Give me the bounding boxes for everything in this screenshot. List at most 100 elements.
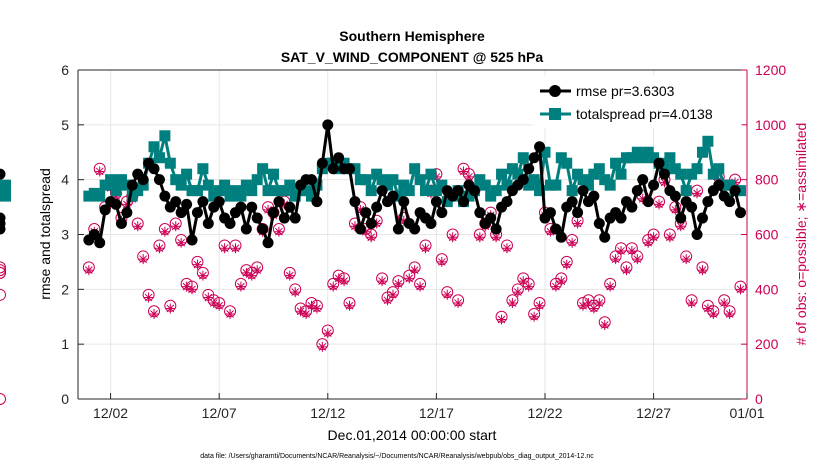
rmse-point <box>251 212 263 224</box>
rmse-point <box>257 223 269 235</box>
rmse-point <box>398 196 410 208</box>
obs-assimilated-point <box>235 281 246 292</box>
rmse-point <box>588 190 600 202</box>
rmse-point <box>284 201 296 213</box>
rmse-point <box>262 237 274 249</box>
obs-assimilated-point <box>252 265 263 276</box>
rmse-point <box>148 163 160 175</box>
totalspread-point <box>696 146 708 158</box>
obs-assimilated-point <box>491 232 502 243</box>
obs-assimilated-point <box>322 328 333 339</box>
rmse-point <box>159 190 171 202</box>
rmse-point <box>392 223 404 235</box>
rmse-point <box>235 201 247 213</box>
obs-assimilated-point <box>295 306 306 317</box>
totalspread-point <box>479 179 491 191</box>
series-rmse <box>0 119 746 249</box>
rmse-point <box>371 201 383 213</box>
totalspread-point <box>267 168 279 180</box>
rmse-point <box>642 196 654 208</box>
obs-possible-point <box>0 261 6 274</box>
obs-assimilated-point <box>208 298 219 309</box>
rmse-point <box>278 212 290 224</box>
obs-assimilated-point <box>132 221 143 232</box>
y-tick-label-left: 2 <box>61 281 69 297</box>
obs-assimilated-point <box>225 309 236 320</box>
obs-assimilated-point <box>170 221 181 232</box>
obs-assimilated-point <box>366 232 377 243</box>
rmse-point <box>197 196 209 208</box>
obs-assimilated-point <box>377 276 388 287</box>
y-tick-label-left: 0 <box>61 391 69 407</box>
obs-assimilated-point <box>496 314 507 325</box>
rmse-point <box>344 163 356 175</box>
x-tick-label: 12/17 <box>419 405 454 421</box>
totalspread-point <box>365 185 377 197</box>
rmse-point <box>137 174 149 186</box>
obs-assimilated-point <box>692 188 703 199</box>
obs-assimilated-point <box>94 166 105 177</box>
rmse-point <box>273 196 285 208</box>
rmse-point <box>599 231 611 243</box>
obs-assimilated-point <box>143 292 154 303</box>
obs-assimilated-point <box>404 273 415 284</box>
rmse-point <box>365 218 377 230</box>
rmse-point <box>191 207 203 219</box>
totalspread-point <box>235 190 247 202</box>
y-axis-label-left: rmse and totalspread <box>37 168 53 300</box>
totalspread-point <box>512 168 524 180</box>
rmse-point <box>99 204 111 216</box>
totalspread-point <box>153 152 165 164</box>
obs-assimilated-point <box>273 226 284 237</box>
totalspread-point <box>691 163 703 175</box>
obs-assimilated-point <box>447 232 458 243</box>
totalspread-point <box>593 163 605 175</box>
rmse-point <box>0 223 6 235</box>
rmse-point <box>322 119 334 131</box>
x-tick-label: 12/07 <box>202 405 237 421</box>
rmse-point <box>452 185 464 197</box>
obs-assimilated-point <box>518 276 529 287</box>
obs-assimilated-point <box>187 284 198 295</box>
rmse-point <box>675 212 687 224</box>
rmse-point <box>246 201 258 213</box>
x-axis-label: Dec.01,2014 00:00:00 start <box>328 427 497 443</box>
rmse-point <box>686 201 698 213</box>
obs-assimilated-point <box>588 303 599 314</box>
legend-rmse-label: rmse pr=3.6303 <box>576 83 675 99</box>
obs-assimilated-point <box>735 284 746 295</box>
totalspread-point <box>702 135 714 147</box>
totalspread-point <box>680 185 692 197</box>
obs-assimilated-point <box>263 204 274 215</box>
obs-assimilated-point <box>301 309 312 320</box>
rmse-point <box>577 185 589 197</box>
totalspread-point <box>246 185 258 197</box>
obs-assimilated-point <box>355 204 366 215</box>
obs-assimilated-point <box>149 309 160 320</box>
obs-assimilated-point <box>382 295 393 306</box>
data-file-footnote: data file: /Users/gharamti/Documents/NCA… <box>200 453 594 460</box>
totalspread-point <box>409 163 421 175</box>
chart-title-line2: SAT_V_WIND_COMPONENT @ 525 hPa <box>281 49 544 65</box>
rmse-point <box>691 229 703 240</box>
obs-assimilated-point <box>317 341 328 352</box>
totalspread-point <box>110 185 122 197</box>
rmse-point <box>436 207 448 219</box>
totalspread-point <box>175 179 187 191</box>
totalspread-point <box>610 157 622 169</box>
obs-assimilated-point <box>333 273 344 284</box>
totalspread-point <box>664 152 676 164</box>
obs-assimilated-point <box>507 298 518 309</box>
obs-assimilated-point <box>529 311 540 322</box>
obs-assimilated-point <box>621 265 632 276</box>
obs-assimilated-point <box>686 298 697 309</box>
obs-assimilated-point <box>246 270 257 281</box>
rmse-point <box>305 174 317 186</box>
obs-assimilated-point <box>664 232 675 243</box>
obs-assimilated-point <box>284 270 295 281</box>
totalspread-point <box>219 179 231 191</box>
totalspread-point <box>251 174 263 186</box>
totalspread-point <box>539 146 551 158</box>
obs-assimilated-point <box>290 287 301 298</box>
rmse-point <box>669 190 681 202</box>
